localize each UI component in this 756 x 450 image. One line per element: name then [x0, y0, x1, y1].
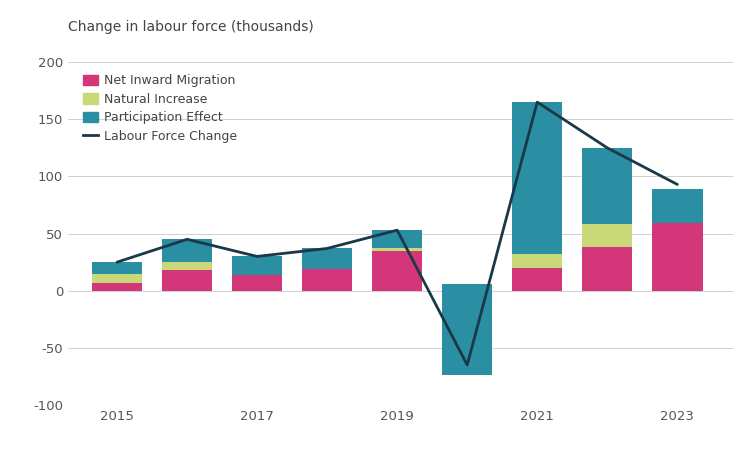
Legend: Net Inward Migration, Natural Increase, Participation Effect, Labour Force Chang: Net Inward Migration, Natural Increase, …: [78, 69, 242, 148]
Bar: [582, 248, 633, 291]
Bar: [582, 148, 633, 225]
Bar: [652, 220, 702, 291]
Bar: [512, 254, 562, 268]
Bar: [91, 274, 142, 283]
Bar: [582, 225, 633, 248]
Bar: [652, 189, 702, 223]
Bar: [442, 287, 492, 291]
Bar: [442, 284, 492, 287]
Bar: [232, 256, 282, 274]
Bar: [302, 248, 352, 269]
Bar: [91, 262, 142, 274]
Bar: [232, 266, 282, 274]
Text: Change in labour force (thousands): Change in labour force (thousands): [68, 20, 314, 34]
Bar: [512, 102, 562, 254]
Bar: [372, 248, 423, 251]
Bar: [162, 239, 212, 262]
Bar: [302, 260, 352, 269]
Bar: [442, 284, 492, 375]
Bar: [372, 230, 423, 248]
Bar: [232, 266, 282, 291]
Bar: [652, 220, 702, 223]
Bar: [372, 251, 423, 291]
Bar: [162, 262, 212, 270]
Bar: [302, 260, 352, 291]
Bar: [512, 268, 562, 291]
Bar: [91, 283, 142, 291]
Bar: [162, 270, 212, 291]
